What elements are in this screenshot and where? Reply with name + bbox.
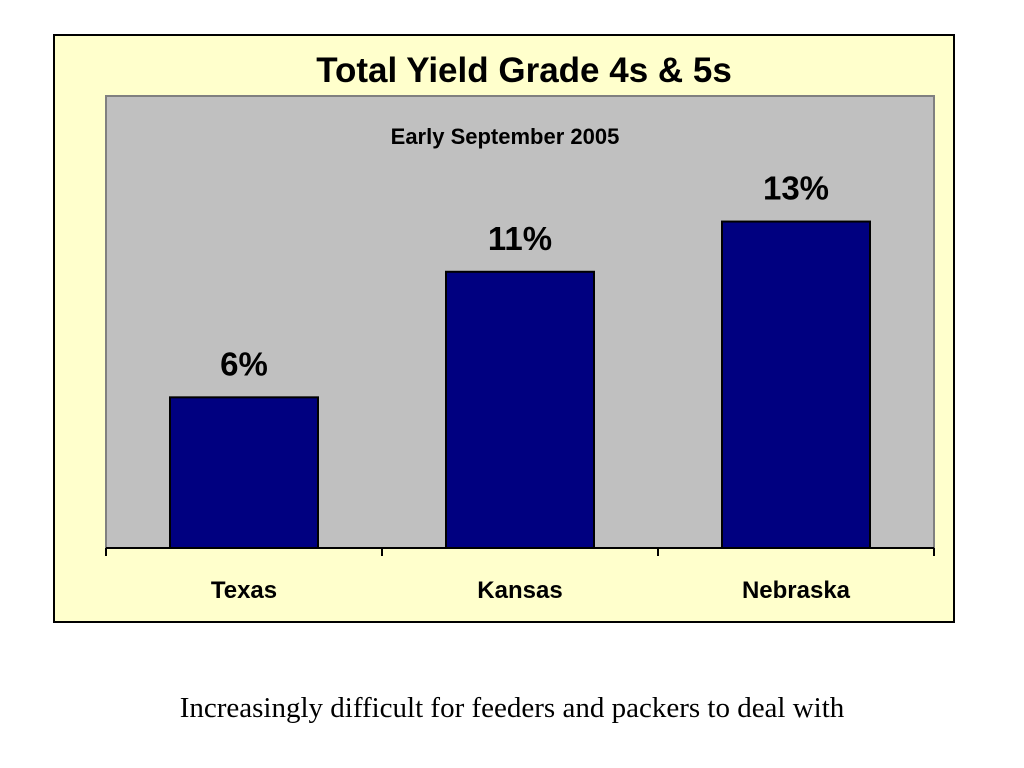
bar-series <box>169 220 871 550</box>
x-tick-labels: Texas Kansas Nebraska <box>211 577 851 604</box>
bar-nebraska <box>721 220 871 550</box>
data-labels: 6% 11% 13% <box>220 170 829 383</box>
slide-caption: Increasingly difficult for feeders and p… <box>179 692 845 724</box>
chart-subtitle: Early September 2005 <box>391 124 620 149</box>
x-tick-label-nebraska: Nebraska <box>742 577 851 604</box>
data-label-nebraska: 13% <box>763 170 829 207</box>
x-axis <box>105 547 935 556</box>
bar-kansas <box>445 270 595 549</box>
data-label-texas: 6% <box>220 345 268 382</box>
bar-texas <box>169 396 319 550</box>
data-label-kansas: 11% <box>488 220 552 257</box>
x-tick-label-texas: Texas <box>211 577 277 604</box>
x-tick-label-kansas: Kansas <box>477 577 562 604</box>
chart-title: Total Yield Grade 4s & 5s <box>316 51 732 90</box>
